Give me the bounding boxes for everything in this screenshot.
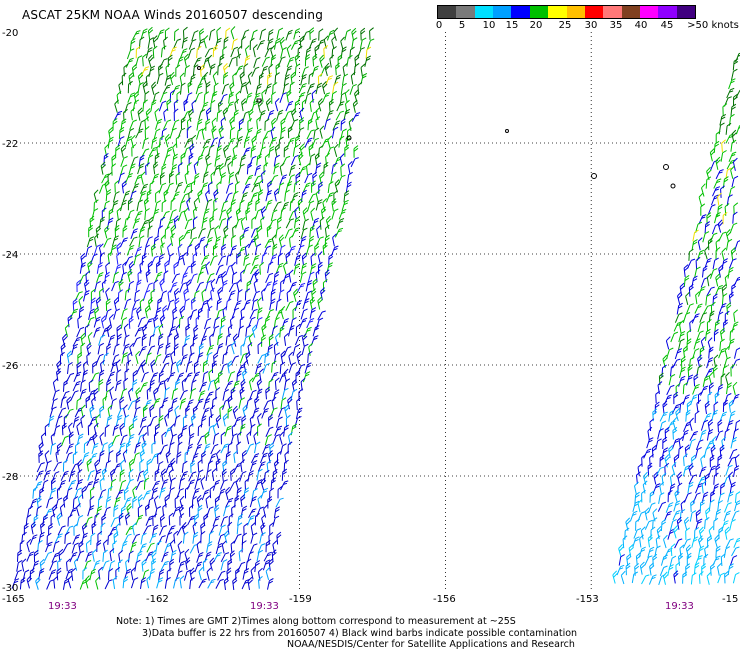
note-line-3: NOAA/NESDIS/Center for Satellite Applica… [116, 639, 716, 651]
colorbar-segment [622, 6, 640, 18]
time-label: 19:33 [665, 601, 694, 612]
lon-label: -15 [722, 594, 738, 605]
colorbar-label: 10 [483, 20, 496, 31]
lon-label: -153 [576, 594, 599, 605]
colorbar-segment [456, 6, 474, 18]
colorbar-segment [567, 6, 585, 18]
colorbar-label: 45 [661, 20, 674, 31]
colorbar-segment [658, 6, 676, 18]
wind-speed-colorbar [437, 5, 696, 19]
lat-label: -28 [2, 472, 18, 483]
colorbar-segment [585, 6, 603, 18]
colorbar-label: 20 [530, 20, 543, 31]
colorbar-label: 0 [436, 20, 442, 31]
colorbar-label: 5 [459, 20, 465, 31]
lon-label: -159 [289, 594, 312, 605]
lon-label: -165 [2, 594, 25, 605]
colorbar-segment [548, 6, 566, 18]
colorbar-segment [677, 6, 695, 18]
time-label: 19:33 [250, 601, 279, 612]
colorbar-label: 30 [585, 20, 598, 31]
note-line-1: Note: 1) Times are GMT 2)Times along bot… [116, 616, 716, 628]
colorbar-segment [530, 6, 548, 18]
colorbar-label: 40 [635, 20, 648, 31]
colorbar-label: 35 [610, 20, 623, 31]
colorbar-segment [493, 6, 511, 18]
colorbar-segment [603, 6, 621, 18]
colorbar-segment [438, 6, 456, 18]
colorbar-label: >50 knots [687, 20, 739, 31]
footnotes: Note: 1) Times are GMT 2)Times along bot… [116, 616, 716, 651]
colorbar-segment [640, 6, 658, 18]
lat-label: -22 [2, 139, 18, 150]
lat-label: -26 [2, 361, 18, 372]
lat-label: -24 [2, 250, 18, 261]
lon-label: -162 [146, 594, 169, 605]
lat-label: -30 [2, 583, 18, 594]
colorbar-segment [511, 6, 529, 18]
colorbar-labels: 0 5 10 15 20 25 30 35 40 45 >50 knots [0, 20, 740, 34]
time-label: 19:33 [48, 601, 77, 612]
note-line-2: 3)Data buffer is 22 hrs from 20160507 4)… [116, 628, 716, 640]
colorbar-segment [475, 6, 493, 18]
colorbar-label: 15 [506, 20, 519, 31]
lon-label: -156 [433, 594, 456, 605]
colorbar-label: 25 [559, 20, 572, 31]
